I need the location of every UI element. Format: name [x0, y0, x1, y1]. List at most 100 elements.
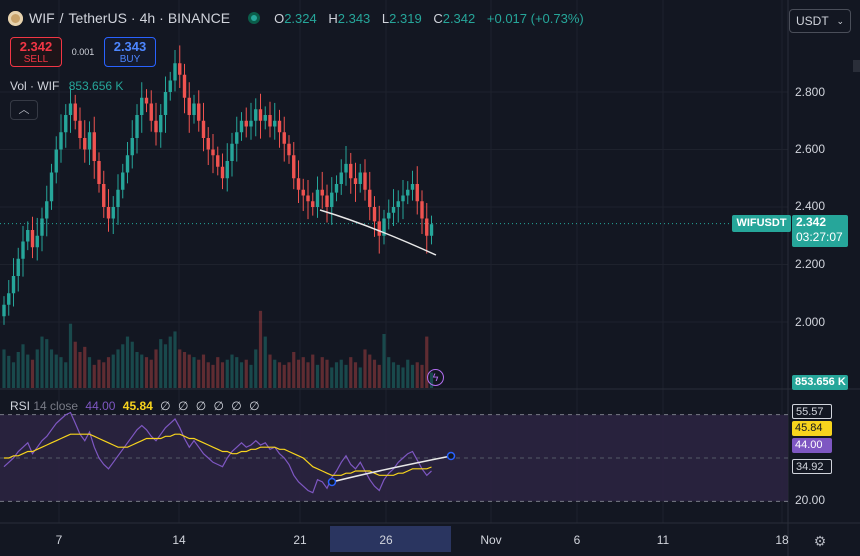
volume-bar: [306, 362, 310, 388]
candle-body: [406, 189, 410, 196]
volume-bar: [21, 344, 25, 388]
candle-body: [273, 120, 277, 127]
volume-value: 853.656 K: [68, 79, 124, 93]
volume-bar: [125, 336, 130, 388]
volume-bar: [420, 364, 424, 388]
sell-price: 2.342: [19, 39, 53, 54]
chevron-up-icon[interactable]: ︿: [10, 100, 38, 120]
candle-body: [401, 195, 405, 202]
volume-bar: [97, 359, 101, 388]
candle-body: [301, 189, 305, 196]
chevron-down-icon: ⌄: [836, 16, 844, 26]
candle-body: [254, 109, 258, 121]
rsi-params: 14 close: [33, 399, 79, 413]
rsi-legend[interactable]: RSI 14 close 44.00 45.84 ∅ ∅ ∅ ∅ ∅ ∅: [10, 399, 262, 413]
volume-legend[interactable]: Vol · WIF 853.656 K: [10, 79, 123, 93]
trendline-handle: [446, 451, 456, 461]
volume-bar: [201, 354, 206, 388]
candle-body: [130, 138, 134, 156]
volume-bar: [268, 354, 272, 388]
volume-bar: [258, 310, 263, 388]
time-label: 11: [656, 533, 670, 547]
open-key: O: [274, 10, 285, 26]
candle-body: [344, 163, 348, 173]
interval-label[interactable]: 4h: [139, 10, 156, 26]
volume-bar: [40, 336, 44, 388]
candle-body: [263, 115, 267, 121]
candle-body: [149, 103, 153, 121]
volume-bar: [92, 364, 96, 388]
candle-body: [135, 115, 139, 138]
volume-bar: [45, 339, 49, 388]
candle-body: [220, 166, 225, 179]
candle-body: [410, 184, 415, 190]
candle-body: [211, 149, 215, 156]
candle-body: [40, 218, 44, 236]
volume-bar: [11, 362, 16, 388]
currency-select[interactable]: USDT ⌄: [789, 9, 851, 33]
time-label: 14: [172, 533, 186, 547]
volume-bar: [182, 352, 187, 388]
symbol-name[interactable]: WIF: [29, 10, 55, 26]
candle-body: [102, 184, 106, 207]
candle-body: [106, 207, 111, 219]
volume-bar: [220, 362, 225, 388]
time-label: 7: [55, 533, 63, 547]
volume-bar: [144, 357, 149, 388]
volume-axis-tag: 853.656 K: [792, 375, 848, 390]
candle-body: [339, 172, 343, 184]
candle-body: [325, 195, 329, 207]
gear-icon[interactable]: ⚙: [813, 533, 827, 549]
flash-icon[interactable]: ϟ: [427, 369, 444, 386]
candle-body: [268, 115, 272, 127]
candle-body: [225, 161, 229, 179]
quote-name: TetherUS: [68, 10, 127, 26]
dot-sep-2: ·: [159, 10, 164, 26]
candle-body: [311, 201, 315, 207]
volume-bar: [277, 362, 282, 388]
volume-bar: [415, 362, 419, 388]
rsi-lower-tag: 34.92: [792, 459, 832, 474]
time-label: 26: [379, 533, 393, 547]
volume-bar: [349, 357, 353, 388]
sell-button[interactable]: 2.342 SELL: [10, 37, 62, 67]
volume-bar: [26, 354, 30, 388]
last-price: 2.342: [796, 215, 827, 229]
volume-bar: [249, 364, 253, 388]
volume-bar: [325, 359, 329, 388]
volume-bar: [330, 367, 334, 388]
volume-bar: [106, 357, 111, 388]
candle-body: [277, 120, 282, 133]
candle-body: [182, 74, 187, 98]
buy-label: BUY: [119, 54, 141, 65]
volume-bar: [102, 362, 106, 388]
volume-bar: [425, 336, 429, 388]
volume-bar: [216, 357, 220, 388]
buy-price: 2.343: [113, 39, 147, 54]
candle-body: [7, 293, 11, 305]
rsi-tick: 20.00: [795, 493, 826, 507]
candle-body: [87, 132, 92, 150]
candle-body: [235, 132, 239, 144]
candle-body: [349, 163, 353, 179]
volume-bar: [287, 362, 291, 388]
volume-bar: [87, 357, 92, 388]
low-key: L: [381, 10, 390, 26]
candle-body: [140, 97, 144, 115]
side-panel-handle[interactable]: [853, 60, 860, 72]
candle-body: [230, 143, 234, 161]
price-tick: 2.800: [795, 85, 826, 99]
volume-bar: [187, 354, 191, 388]
candle-body: [372, 207, 377, 222]
volume-bar: [396, 364, 400, 388]
buy-button[interactable]: 2.343 BUY: [104, 37, 156, 67]
volume-label: Vol · WIF: [10, 79, 60, 93]
candle-body: [282, 132, 286, 144]
volume-bar: [49, 349, 54, 388]
candle-body: [358, 172, 362, 184]
rsi-ma-line: [4, 433, 432, 476]
volume-bar: [273, 359, 277, 388]
symbol-separator: /: [59, 10, 64, 26]
volume-bar: [292, 352, 296, 388]
